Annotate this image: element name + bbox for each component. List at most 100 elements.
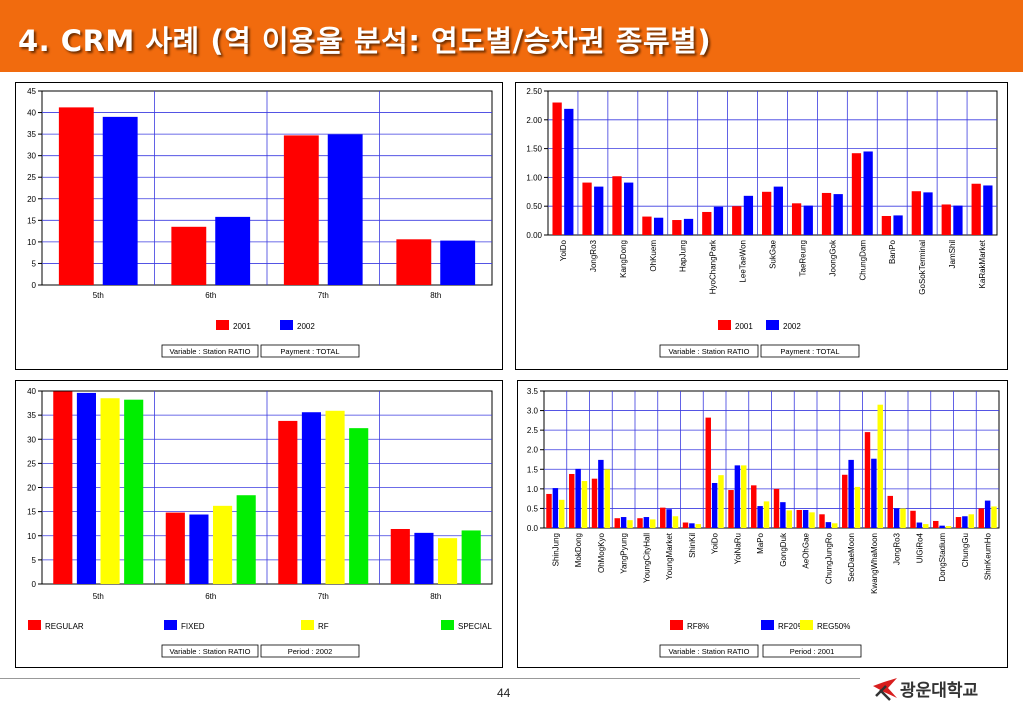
bar xyxy=(900,508,906,528)
chart-panel-year-station: 0.00 0.50 1.00 1.50 2.00 2.50 YoiDo JongRo3 Kang… xyxy=(515,82,1008,370)
legend-label: 2002 xyxy=(297,322,315,331)
bar xyxy=(910,510,916,528)
x-tick-label: YangPyung xyxy=(620,533,629,574)
bar xyxy=(642,216,652,235)
bar xyxy=(396,239,432,285)
legend-swatch xyxy=(800,620,813,630)
info-label: Payment : TOTAL xyxy=(780,347,839,356)
bar xyxy=(881,215,892,235)
y-tick-label: 3.5 xyxy=(527,387,539,396)
bar xyxy=(763,501,770,528)
bar xyxy=(689,523,695,528)
info-label: Variable : Station RATIO xyxy=(169,647,250,656)
x-tick-label: OhKuem xyxy=(649,240,658,272)
bar xyxy=(165,512,185,584)
chart-svg: 0.00 0.50 1.00 1.50 2.00 2.50 YoiDo JongRo3 Kang… xyxy=(526,87,998,358)
bar xyxy=(301,412,321,584)
legend-label: REGULAR xyxy=(45,622,84,631)
legend-label: 2001 xyxy=(233,322,251,331)
bar xyxy=(916,522,923,528)
plot-area xyxy=(547,90,998,236)
bar xyxy=(854,486,861,528)
x-tick-label: TaeReung xyxy=(798,240,807,276)
y-tick-label: 45 xyxy=(27,87,36,96)
x-tick-label: 8th xyxy=(430,592,441,601)
bar xyxy=(58,107,94,285)
y-tick-label: 15 xyxy=(27,508,36,517)
bar xyxy=(683,218,694,235)
bar xyxy=(773,488,780,528)
bar xyxy=(598,459,604,528)
bar xyxy=(653,217,664,235)
bar xyxy=(682,522,689,528)
bar xyxy=(591,478,598,528)
bar xyxy=(695,524,701,528)
info-label: Variable : Station RATIO xyxy=(169,347,250,356)
bar xyxy=(802,509,809,528)
legend-swatch xyxy=(718,320,731,330)
y-tick-label: 40 xyxy=(27,387,36,396)
legend-swatch xyxy=(28,620,41,630)
legend-label: RF20% xyxy=(778,622,805,631)
bar xyxy=(923,192,933,235)
y-tick-label: 0.5 xyxy=(527,504,539,513)
x-tick-label: GoSokTerminal xyxy=(918,240,927,295)
y-tick-label: 0 xyxy=(32,580,37,589)
bar xyxy=(546,493,552,528)
legend-swatch xyxy=(301,620,314,630)
bar xyxy=(786,510,792,528)
bar xyxy=(971,183,981,235)
legend-label: 2001 xyxy=(735,322,753,331)
info-box xyxy=(762,644,862,658)
chart-panel-year-line: 0 5 10 15 20 25 30 35 40 45 5th 6th 7th 8th 2001 2002 Va… xyxy=(15,82,503,370)
bar xyxy=(390,528,410,584)
x-tick-label: KangDong xyxy=(619,240,628,278)
bar xyxy=(414,532,434,584)
x-tick-label: ShinJung xyxy=(551,533,560,566)
legend-swatch xyxy=(766,320,779,330)
y-tick-label: 5 xyxy=(32,556,37,565)
x-tick-label: SukGae xyxy=(769,239,778,268)
bar xyxy=(581,481,588,528)
info-box xyxy=(659,644,759,658)
bar xyxy=(809,512,815,528)
x-tick-label: ChungDam xyxy=(858,240,867,281)
bar xyxy=(713,206,724,235)
bar xyxy=(102,116,138,285)
bar xyxy=(53,391,73,584)
bar xyxy=(650,519,656,528)
y-tick-label: 35 xyxy=(27,411,36,420)
bar xyxy=(887,495,893,528)
x-tick-label: GongDuk xyxy=(779,532,788,567)
bar xyxy=(941,204,951,235)
bar xyxy=(851,153,862,235)
bar xyxy=(757,506,763,528)
info-box xyxy=(260,344,360,358)
bar xyxy=(933,520,939,528)
bar xyxy=(660,507,666,528)
x-tick-label: AeOhGae xyxy=(802,532,811,568)
bar xyxy=(741,465,747,528)
y-tick-label: 1.00 xyxy=(526,173,542,182)
x-tick-label: 5th xyxy=(93,291,104,300)
y-tick-label: 0 xyxy=(32,281,37,290)
y-tick-label: 2.50 xyxy=(526,87,542,96)
bar xyxy=(911,191,921,235)
bar xyxy=(564,108,574,235)
bar xyxy=(743,195,754,235)
bar xyxy=(832,523,838,528)
title-bar: 4. CRM 사례 (역 이용율 분석: 연도별/승차권 종류별) xyxy=(0,0,1023,72)
info-box xyxy=(161,644,259,658)
y-tick-label: 1.0 xyxy=(527,485,539,494)
x-tick-label: YoungMarket xyxy=(665,532,674,580)
bar xyxy=(863,151,873,235)
bar xyxy=(732,206,742,235)
y-tick-label: 0.00 xyxy=(526,231,542,240)
bar xyxy=(962,516,968,528)
bar xyxy=(569,473,575,528)
y-tick-label: 5 xyxy=(32,259,37,268)
x-tick-label: JongRo3 xyxy=(589,239,598,272)
x-tick-label: ShinKeumHo xyxy=(984,532,993,580)
chart-panel-ticket-station: 0.0 0.5 1.0 1.5 2.0 2.5 3.0 3.5 ShinJung MokDong O… xyxy=(517,380,1008,668)
bar xyxy=(983,185,993,235)
